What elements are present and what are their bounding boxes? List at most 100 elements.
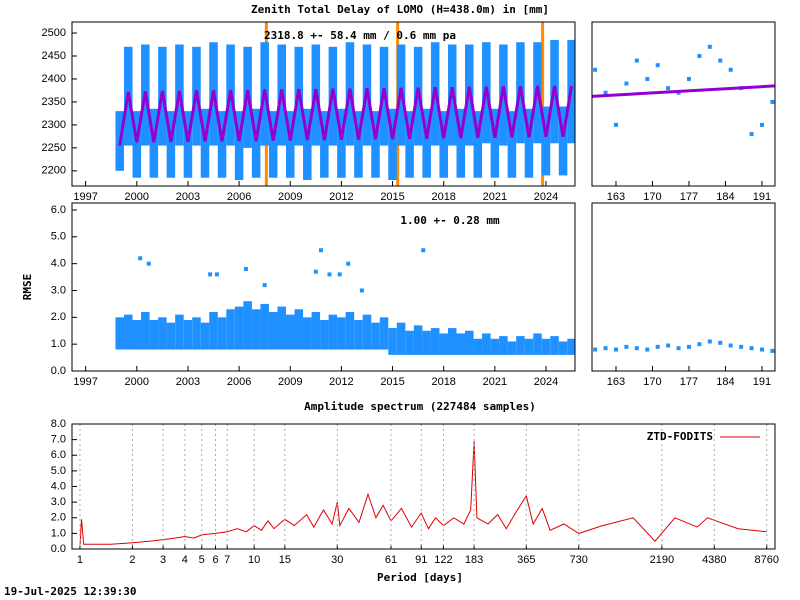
range-bar xyxy=(558,106,568,176)
x-tick-label: 2000 xyxy=(125,376,149,388)
x-tick-label: 2018 xyxy=(431,191,455,203)
range-bar xyxy=(303,108,312,181)
range-bar xyxy=(277,306,286,350)
plot-border xyxy=(71,21,576,187)
x-tick-label: 2018 xyxy=(431,376,455,388)
point xyxy=(707,44,712,49)
range-bar xyxy=(243,301,252,350)
x-tick-label: 163 xyxy=(607,191,625,203)
y-tick-label: 2500 xyxy=(42,27,66,39)
x-tick-label: 170 xyxy=(643,191,661,203)
range-bar xyxy=(260,303,269,350)
range-bar xyxy=(149,108,159,178)
y-tick-label: 2400 xyxy=(42,73,66,85)
range-bar xyxy=(303,317,312,350)
y-tick-label: 4.0 xyxy=(51,480,66,492)
point xyxy=(686,344,691,349)
y-tick-label: 2.0 xyxy=(51,311,66,323)
x-tick-label: 183 xyxy=(465,554,483,566)
range-bar xyxy=(320,111,329,178)
x-tick-label: 163 xyxy=(607,376,625,388)
x-tick-label: 2003 xyxy=(176,191,200,203)
point xyxy=(655,344,660,349)
point xyxy=(634,346,639,351)
range-bar xyxy=(149,320,159,350)
range-bar xyxy=(465,330,474,355)
point xyxy=(645,76,650,81)
point xyxy=(666,343,671,348)
x-tick-label: 2190 xyxy=(650,554,674,566)
x-tick-label: 2009 xyxy=(278,376,302,388)
range-bar xyxy=(456,333,466,355)
point xyxy=(146,261,151,266)
point xyxy=(655,63,660,68)
range-bar xyxy=(251,108,261,178)
x-tick-label: 2024 xyxy=(534,191,558,203)
point xyxy=(421,248,426,253)
range-bar xyxy=(516,336,525,355)
x-tick-label: 91 xyxy=(415,554,427,566)
range-bar xyxy=(447,328,457,355)
range-bar xyxy=(294,309,304,350)
point xyxy=(603,90,608,95)
range-bar xyxy=(524,108,534,178)
point xyxy=(676,346,681,351)
x-axis-label: Period [days] xyxy=(377,571,463,584)
range-bar xyxy=(473,338,483,355)
range-bar xyxy=(439,333,448,355)
point xyxy=(262,283,267,288)
legend-label: ZTD-FODITS xyxy=(647,430,713,443)
x-tick-label: 2012 xyxy=(329,191,353,203)
range-bar xyxy=(430,328,440,355)
point xyxy=(686,76,691,81)
x-tick-label: 4 xyxy=(182,554,188,566)
range-bar xyxy=(490,108,500,178)
y-tick-label: 5.0 xyxy=(51,465,66,477)
figure-title: Zenith Total Delay of LOMO (H=438.0m) in… xyxy=(251,3,549,16)
x-tick-label: 191 xyxy=(753,376,771,388)
timestamp: 19-Jul-2025 12:39:30 xyxy=(4,585,136,598)
x-tick-label: 2024 xyxy=(534,376,558,388)
y-tick-label: 1.0 xyxy=(51,527,66,539)
range-bar xyxy=(439,111,448,178)
range-bar xyxy=(422,108,431,178)
point xyxy=(208,272,213,277)
range-bar xyxy=(115,317,125,350)
point xyxy=(138,256,143,261)
range-bar xyxy=(158,317,167,350)
x-tick-label: 1997 xyxy=(73,191,97,203)
range-bar xyxy=(183,111,193,178)
plot-area xyxy=(115,248,575,355)
point xyxy=(624,344,629,349)
point xyxy=(707,339,712,344)
range-bar xyxy=(192,317,201,350)
point xyxy=(243,267,248,272)
point xyxy=(593,67,598,72)
annotation: 2318.8 +- 58.4 mm / 0.6 mm pa xyxy=(264,29,456,42)
y-tick-label: 5.0 xyxy=(51,231,66,243)
x-tick-label: 191 xyxy=(753,191,771,203)
x-tick-label: 177 xyxy=(680,191,698,203)
x-tick-label: 184 xyxy=(716,191,734,203)
range-bar xyxy=(337,108,346,178)
range-bar xyxy=(268,111,278,178)
x-tick-label: 365 xyxy=(517,554,535,566)
series-line xyxy=(118,85,574,146)
range-bar xyxy=(311,311,321,350)
point xyxy=(770,348,775,353)
x-tick-label: 1997 xyxy=(73,376,97,388)
range-bar xyxy=(558,341,568,355)
plot-area xyxy=(593,339,775,353)
x-tick-label: 2015 xyxy=(380,191,404,203)
range-bar xyxy=(541,106,551,176)
range-bar xyxy=(345,311,355,350)
range-bar xyxy=(533,333,542,355)
range-bar xyxy=(388,108,397,181)
point xyxy=(624,81,629,86)
point xyxy=(697,342,702,347)
y-tick-label: 6.0 xyxy=(51,449,66,461)
x-tick-label: 8760 xyxy=(755,554,779,566)
range-bar xyxy=(507,341,517,355)
y-tick-label: 2200 xyxy=(42,165,66,177)
